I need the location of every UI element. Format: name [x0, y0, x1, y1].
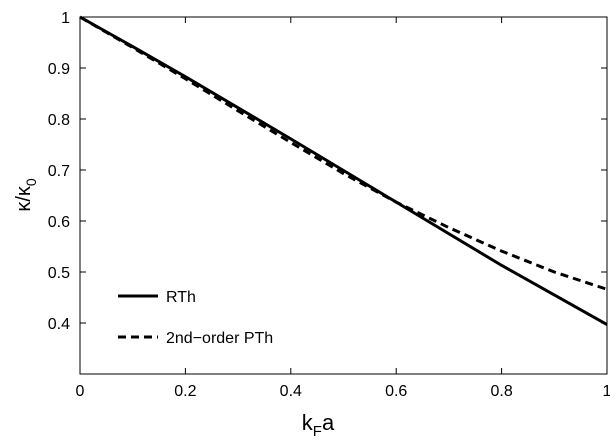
legend-label-rth: RTh [166, 289, 196, 306]
y-axis-ticks: 0.4 0.5 0.6 0.7 0.8 0.9 1 [48, 10, 607, 333]
x-tick-label: 1 [603, 383, 610, 400]
x-tick-label: 0.4 [280, 383, 302, 400]
x-tick-label: 0.8 [490, 383, 512, 400]
y-tick-label: 0.9 [48, 61, 70, 78]
x-tick-label: 0.2 [174, 383, 196, 400]
y-tick-label: 0.7 [48, 163, 70, 180]
legend: RTh 2nd−order PTh [118, 289, 273, 347]
y-tick-label: 1 [61, 10, 70, 27]
series-line-pth [79, 15, 608, 291]
y-tick-label: 0.4 [48, 316, 70, 333]
y-tick-label: 0.8 [48, 112, 70, 129]
x-axis-label-tail: a [322, 410, 335, 435]
x-axis-ticks: 0 0.2 0.4 0.6 0.8 1 [76, 17, 610, 400]
y-axis-label: κ/κ0 [13, 178, 39, 212]
y-axis-label-main: κ/κ [13, 185, 35, 212]
x-axis-label-main: k [302, 410, 314, 435]
legend-label-pth: 2nd−order PTh [166, 330, 273, 347]
y-tick-label: 0.6 [48, 214, 70, 231]
x-axis-label-subscript: F [313, 423, 322, 440]
y-tick-label: 0.5 [48, 265, 70, 282]
x-axis-label: kFa [302, 410, 335, 440]
x-tick-label: 0.6 [385, 383, 407, 400]
y-axis-label-subscript: 0 [23, 178, 39, 186]
series-line-rth [79, 15, 608, 326]
x-tick-label: 0 [76, 383, 85, 400]
series-layer [79, 15, 608, 326]
plot-area [79, 16, 608, 375]
